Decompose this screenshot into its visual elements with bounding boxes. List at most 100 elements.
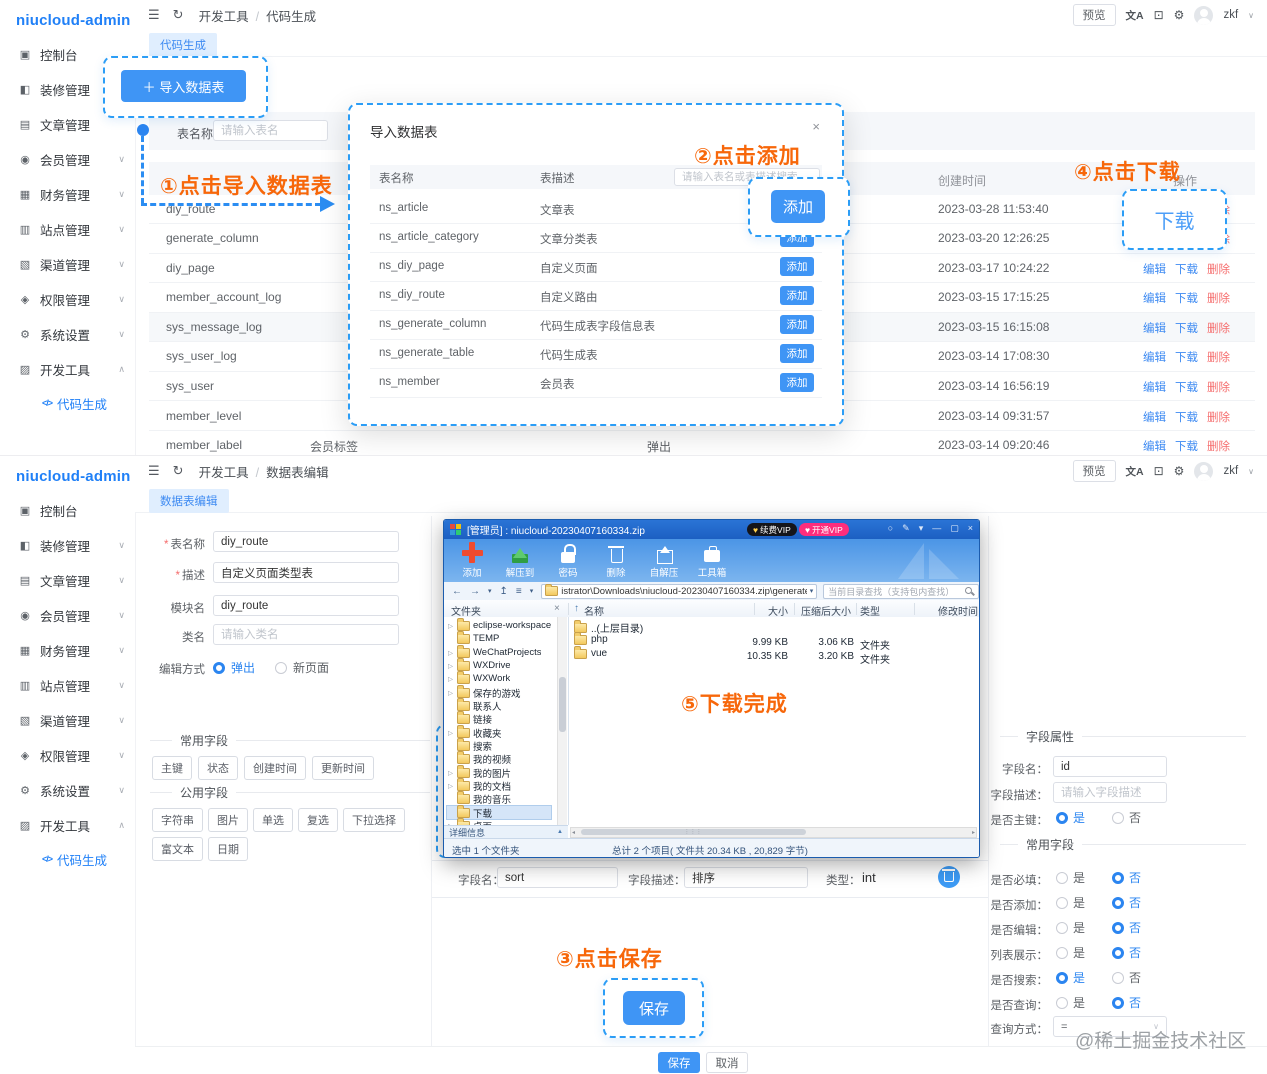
- field-desc-input[interactable]: [684, 867, 808, 888]
- col-name[interactable]: 名称: [584, 607, 604, 618]
- archive-search-box[interactable]: 当前目录查找（支持包内查找）: [823, 583, 979, 599]
- close-icon[interactable]: ×: [812, 119, 820, 134]
- sidebar-item-settings[interactable]: ⚙ 系统设置 ∨: [0, 317, 135, 352]
- class-name-input[interactable]: [213, 624, 399, 645]
- vip-renew-badge[interactable]: ♥ 续费VIP: [747, 523, 797, 536]
- save-button[interactable]: 保存: [658, 1052, 700, 1073]
- add-button-large[interactable]: 添加: [771, 190, 825, 223]
- caret-down-icon[interactable]: ▾: [809, 588, 814, 595]
- details-bar[interactable]: 详细信息 ▲: [444, 825, 568, 838]
- sidebar-item-channel[interactable]: ▧ 渠道管理 ∨: [19, 715, 125, 729]
- field-name-input[interactable]: [497, 867, 618, 888]
- tree-scrollbar[interactable]: [557, 617, 567, 825]
- tree-item[interactable]: ▷ WXWork: [448, 671, 511, 684]
- sidebar-item-code-generate[interactable]: </> 代码生成: [42, 397, 108, 412]
- expand-icon[interactable]: ▷: [448, 622, 453, 630]
- sidebar-item-member[interactable]: ◉ 会员管理 ∨: [0, 598, 135, 633]
- add-button[interactable]: 添加: [780, 315, 814, 334]
- edit-icon[interactable]: ✎: [902, 523, 910, 533]
- translate-icon[interactable]: 文A: [1125, 9, 1144, 22]
- hamburger-icon[interactable]: ☰: [148, 7, 160, 22]
- horizontal-scrollbar[interactable]: ◂ ⋮⋮⋮ ▸: [570, 827, 977, 838]
- tree-item[interactable]: ▷ eclipse-workspace: [448, 618, 551, 631]
- file-row[interactable]: vue: [574, 646, 607, 659]
- breadcrumb-root[interactable]: 开发工具: [198, 9, 249, 24]
- tool-extract[interactable]: 解压到: [496, 539, 544, 582]
- sidebar-item-code-generate[interactable]: </> 代码生成: [42, 853, 108, 868]
- radio-yes[interactable]: [1056, 921, 1068, 934]
- minimize-icon[interactable]: —: [932, 523, 942, 533]
- breadcrumb-root[interactable]: 开发工具: [198, 465, 249, 480]
- chip-status[interactable]: 状态: [198, 756, 238, 780]
- expand-icon[interactable]: ▷: [448, 689, 453, 697]
- tree-item[interactable]: 搜索: [447, 738, 551, 753]
- tool-delete[interactable]: 删除: [592, 539, 640, 582]
- radio-yes[interactable]: [1056, 896, 1068, 909]
- back-icon[interactable]: ←: [452, 585, 462, 597]
- view-list-icon[interactable]: ≡: [515, 585, 522, 597]
- sidebar-item-decorate[interactable]: ◧ 装修管理 ∨: [19, 540, 125, 554]
- close-icon[interactable]: ×: [967, 523, 973, 533]
- tool-toolbox[interactable]: 工具箱: [688, 539, 736, 582]
- collapse-icon[interactable]: ▲: [557, 829, 563, 835]
- tree-item[interactable]: ▷ 我的文档: [448, 778, 512, 793]
- radio-no[interactable]: [1112, 896, 1125, 909]
- preview-button[interactable]: 预览: [1072, 460, 1116, 482]
- delete-field-button[interactable]: [938, 866, 960, 888]
- tree-item[interactable]: ▷ 我的图片: [448, 765, 512, 780]
- sidebar-item-auth[interactable]: ◈ 权限管理 ∨: [0, 738, 135, 773]
- radio-newpage[interactable]: [275, 661, 288, 674]
- chip-date[interactable]: 日期: [208, 837, 248, 861]
- sidebar-item-finance[interactable]: ▦ 财务管理 ∨: [19, 645, 125, 659]
- radio-yes[interactable]: [1056, 946, 1068, 959]
- radio-popup[interactable]: [213, 661, 225, 674]
- chip-radio[interactable]: 单选: [253, 808, 293, 832]
- col-size[interactable]: 大小: [768, 607, 788, 618]
- window-titlebar[interactable]: [管理员] : niucloud-20230407160334.zip ♥ 续费V…: [444, 520, 979, 539]
- vip-open-badge[interactable]: ♥ 开通VIP: [799, 523, 849, 536]
- translate-icon[interactable]: 文A: [1125, 465, 1144, 478]
- chip-string[interactable]: 字符串: [152, 808, 203, 832]
- expand-icon[interactable]: ▷: [448, 729, 453, 737]
- sidebar-item-console[interactable]: ▣ 控制台: [19, 505, 78, 519]
- refresh-icon[interactable]: ↻: [172, 7, 184, 22]
- gear-icon[interactable]: ⚙: [1173, 464, 1185, 478]
- add-button[interactable]: 添加: [780, 257, 814, 276]
- file-row[interactable]: ..(上层目录): [574, 620, 643, 635]
- add-button[interactable]: 添加: [780, 286, 814, 305]
- expand-icon[interactable]: ▷: [448, 782, 453, 790]
- path-box[interactable]: istrator\Downloads\niucloud-202304071603…: [541, 583, 818, 599]
- col-modified[interactable]: 修改时间: [938, 607, 978, 618]
- username[interactable]: zkf: [1223, 465, 1239, 477]
- avatar[interactable]: [1194, 5, 1214, 25]
- tree-item[interactable]: ▷桌面: [447, 818, 551, 825]
- tree-item[interactable]: 我的音乐: [447, 791, 551, 806]
- attr-name-input[interactable]: [1053, 756, 1167, 777]
- radio-no[interactable]: [1112, 871, 1125, 884]
- radio-no[interactable]: [1112, 996, 1125, 1009]
- cancel-button[interactable]: 取消: [706, 1052, 748, 1073]
- fullscreen-icon[interactable]: ⊡: [1153, 464, 1164, 478]
- download-link-large[interactable]: 下载: [1154, 211, 1195, 233]
- expand-icon[interactable]: ▷: [448, 675, 453, 683]
- radio-yes[interactable]: [1056, 971, 1068, 984]
- skin-icon[interactable]: ▾: [918, 523, 924, 533]
- username[interactable]: zkf: [1223, 9, 1239, 21]
- avatar[interactable]: [1194, 461, 1214, 481]
- expand-icon[interactable]: ▷: [448, 649, 453, 657]
- chip-select[interactable]: 下拉选择: [343, 808, 405, 832]
- module-name-input[interactable]: [213, 595, 399, 616]
- radio-yes[interactable]: [1056, 996, 1068, 1009]
- sidebar-item-article[interactable]: ▤ 文章管理: [19, 119, 91, 133]
- scroll-right-icon[interactable]: ▸: [971, 830, 975, 836]
- radio-yes[interactable]: [1056, 871, 1068, 884]
- sidebar-item-devtools[interactable]: ▨ 开发工具 ∧: [19, 364, 125, 378]
- col-type[interactable]: 类型: [860, 607, 880, 618]
- chip-update-time[interactable]: 更新时间: [312, 756, 374, 780]
- caret-down-icon[interactable]: ▾: [529, 588, 534, 595]
- sidebar-item-console[interactable]: ▣ 控制台: [19, 49, 78, 63]
- close-panel-icon[interactable]: ×: [554, 603, 560, 614]
- expand-icon[interactable]: ▷: [448, 769, 453, 777]
- hamburger-icon[interactable]: ☰: [148, 463, 160, 478]
- chevron-down-icon[interactable]: ∨: [1248, 466, 1254, 476]
